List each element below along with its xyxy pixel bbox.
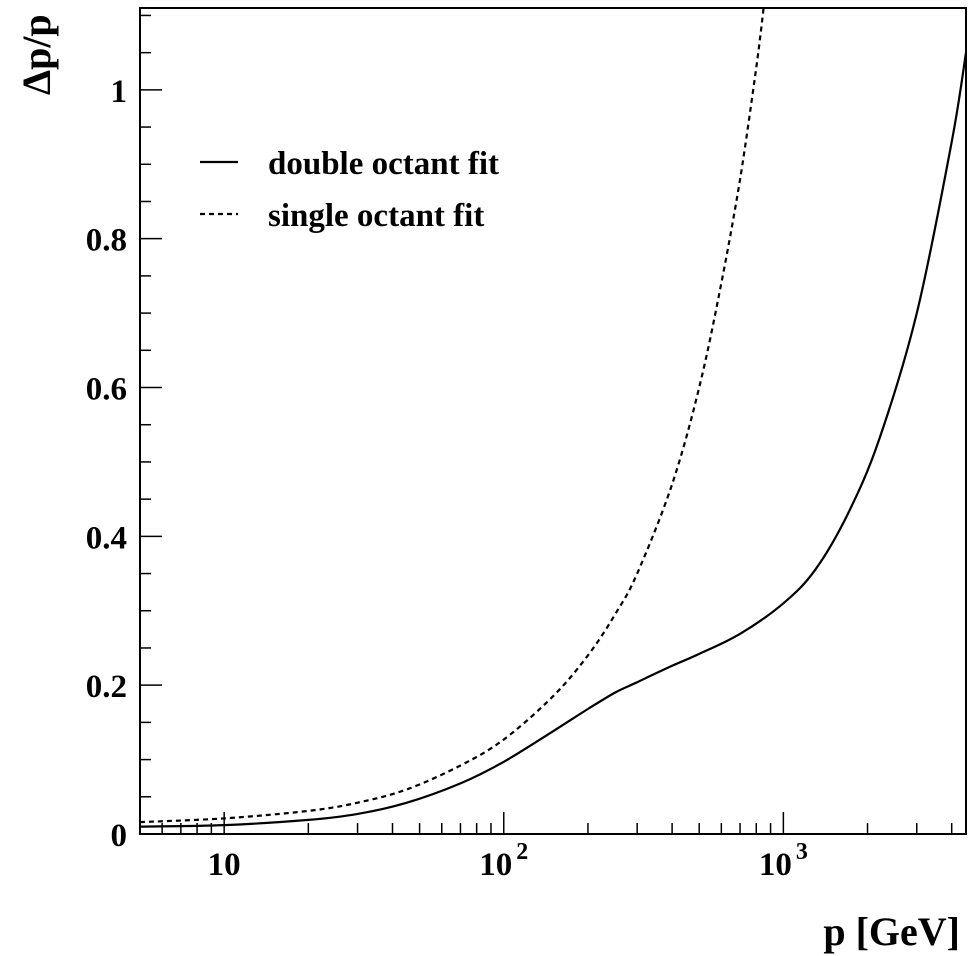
x-axis-title: p [GeV] — [823, 909, 960, 954]
x-minor-ticks — [139, 812, 953, 834]
y-tick-label: 0.2 — [86, 669, 127, 705]
legend-label-single: single octant fit — [268, 198, 484, 234]
y-tick-label: 0 — [111, 818, 128, 854]
series-line-double-octant — [140, 52, 966, 828]
y-tick-label: 0.8 — [86, 223, 127, 259]
series-lines — [140, 8, 966, 828]
x-tick-label: 10 3 — [759, 839, 808, 883]
y-tick-label: 0.4 — [86, 520, 127, 556]
x-tick-label: 10 — [208, 847, 241, 883]
y-minor-ticks — [140, 14, 162, 835]
y-tick-label: 1 — [111, 74, 128, 110]
y-tick-labels: 0 0.2 0.4 0.6 0.8 1 — [86, 74, 127, 854]
legend: double octant fit single octant fit — [200, 146, 499, 234]
plot-frame — [139, 7, 967, 835]
y-axis-title: Δp/p — [14, 14, 59, 95]
series-line-single-octant — [140, 8, 765, 824]
x-tick-label: 10 2 — [479, 839, 528, 883]
y-tick-label: 0.6 — [86, 372, 127, 408]
x-tick-labels: 10 10 2 10 3 — [208, 839, 808, 883]
legend-label-double: double octant fit — [268, 146, 499, 182]
